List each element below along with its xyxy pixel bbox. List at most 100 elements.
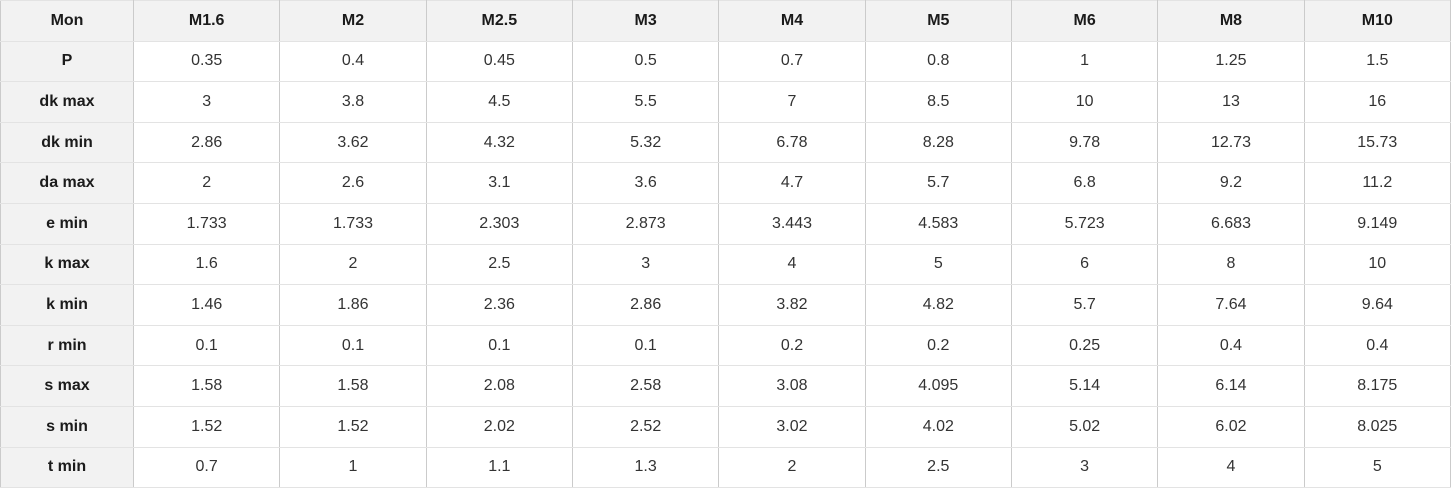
row-label-k-min: k min (0, 284, 134, 326)
table-cell: 6 (1010, 243, 1159, 286)
table-cell: 5.5 (571, 81, 720, 123)
table-cell: 1.25 (1157, 40, 1305, 83)
table-cell: 4.583 (864, 202, 1012, 245)
column-header-m8: M8 (1157, 0, 1305, 42)
table-row: P 0.35 0.4 0.45 0.5 0.7 0.8 1 1.25 1.5 (0, 40, 1451, 83)
table-cell: 5 (1303, 446, 1451, 489)
table-cell: 0.7 (718, 40, 866, 83)
table-cell: 0.1 (425, 324, 573, 367)
table-cell: 12.73 (1157, 121, 1305, 164)
table-cell: 0.1 (279, 324, 427, 367)
table-cell: 4.32 (425, 121, 573, 164)
table-cell: 1.733 (132, 202, 281, 245)
row-label-k-max: k max (0, 243, 134, 286)
table-cell: 2 (279, 243, 427, 286)
table-row: k min 1.46 1.86 2.36 2.86 3.82 4.82 5.7 7.64 9.64 (0, 284, 1451, 326)
table-cell: 0.5 (571, 40, 720, 83)
table-cell: 13 (1157, 81, 1305, 123)
table-cell: 2.86 (571, 284, 720, 326)
table-cell: 0.4 (1303, 324, 1451, 367)
table-cell: 2.5 (425, 243, 573, 286)
table-header: Mon M1.6 M2 M2.5 M3 M4 M5 M6 M8 M10 (0, 0, 1451, 42)
table-row: r min 0.1 0.1 0.1 0.1 0.2 0.2 0.25 0.4 0.4 (0, 324, 1451, 367)
table-cell: 0.2 (864, 324, 1012, 367)
table-cell: 4.82 (864, 284, 1012, 326)
table-cell: 5.7 (864, 162, 1012, 204)
table-cell: 2.08 (425, 365, 573, 407)
table-cell: 4.5 (425, 81, 573, 123)
table-cell: 3.82 (718, 284, 866, 326)
column-header-m5: M5 (864, 0, 1012, 42)
table-cell: 2.86 (132, 121, 281, 164)
row-label-da-max: da max (0, 162, 134, 204)
table-cell: 3 (571, 243, 720, 286)
table-cell: 9.149 (1303, 202, 1451, 245)
column-header-mon: Mon (0, 0, 134, 42)
table-cell: 3.02 (718, 405, 866, 448)
table-cell: 1 (1010, 40, 1159, 83)
table-cell: 15.73 (1303, 121, 1451, 164)
row-label-dk-max: dk max (0, 81, 134, 123)
table-cell: 16 (1303, 81, 1451, 123)
table-cell: 3.6 (571, 162, 720, 204)
table-cell: 5.723 (1010, 202, 1159, 245)
row-label-s-min: s min (0, 405, 134, 448)
row-label-s-max: s max (0, 365, 134, 407)
table-cell: 0.7 (132, 446, 281, 489)
table-cell: 9.64 (1303, 284, 1451, 326)
table-cell: 11.2 (1303, 162, 1451, 204)
table-row: s max 1.58 1.58 2.08 2.58 3.08 4.095 5.14 6.14 8.… (0, 365, 1451, 407)
row-label-p: P (0, 40, 134, 83)
table-cell: 4.02 (864, 405, 1012, 448)
table-cell: 1.6 (132, 243, 281, 286)
table-cell: 5.14 (1010, 365, 1159, 407)
table-cell: 8 (1157, 243, 1305, 286)
table-cell: 2.6 (279, 162, 427, 204)
table-row: dk min 2.86 3.62 4.32 5.32 6.78 8.28 9.78 12.73 1… (0, 121, 1451, 164)
table-row: dk max 3 3.8 4.5 5.5 7 8.5 10 13 16 (0, 81, 1451, 123)
table-cell: 5.32 (571, 121, 720, 164)
table-cell: 3.443 (718, 202, 866, 245)
column-header-m10: M10 (1303, 0, 1451, 42)
table-cell: 6.78 (718, 121, 866, 164)
header-row: Mon M1.6 M2 M2.5 M3 M4 M5 M6 M8 M10 (0, 0, 1451, 42)
table-cell: 0.4 (279, 40, 427, 83)
table-cell: 6.8 (1010, 162, 1159, 204)
column-header-m1-6: M1.6 (132, 0, 281, 42)
table-cell: 1.733 (279, 202, 427, 245)
table-cell: 0.45 (425, 40, 573, 83)
table-cell: 4.7 (718, 162, 866, 204)
table-cell: 0.1 (571, 324, 720, 367)
table-cell: 1.1 (425, 446, 573, 489)
table-cell: 6.14 (1157, 365, 1305, 407)
table-cell: 0.8 (864, 40, 1012, 83)
table-cell: 9.78 (1010, 121, 1159, 164)
table-cell: 1.58 (132, 365, 281, 407)
table-cell: 2 (718, 446, 866, 489)
table-cell: 1.52 (132, 405, 281, 448)
table-cell: 1.86 (279, 284, 427, 326)
table-cell: 5 (864, 243, 1012, 286)
table-row: k max 1.6 2 2.5 3 4 5 6 8 10 (0, 243, 1451, 286)
table-cell: 9.2 (1157, 162, 1305, 204)
table-cell: 8.5 (864, 81, 1012, 123)
table-cell: 2.5 (864, 446, 1012, 489)
table-cell: 3 (1010, 446, 1159, 489)
column-header-m4: M4 (718, 0, 866, 42)
table-cell: 10 (1010, 81, 1159, 123)
table-cell: 1.52 (279, 405, 427, 448)
table-cell: 0.25 (1010, 324, 1159, 367)
column-header-m6: M6 (1010, 0, 1159, 42)
table-cell: 1 (279, 446, 427, 489)
table-cell: 7.64 (1157, 284, 1305, 326)
table-cell: 1.58 (279, 365, 427, 407)
row-label-r-min: r min (0, 324, 134, 367)
table-row: da max 2 2.6 3.1 3.6 4.7 5.7 6.8 9.2 11.2 (0, 162, 1451, 204)
table-row: s min 1.52 1.52 2.02 2.52 3.02 4.02 5.02 6.02 8.0… (0, 405, 1451, 448)
table-cell: 3.1 (425, 162, 573, 204)
table-row: e min 1.733 1.733 2.303 2.873 3.443 4.583 5.723… (0, 202, 1451, 245)
table-cell: 1.46 (132, 284, 281, 326)
table-cell: 4 (718, 243, 866, 286)
table-cell: 2 (132, 162, 281, 204)
